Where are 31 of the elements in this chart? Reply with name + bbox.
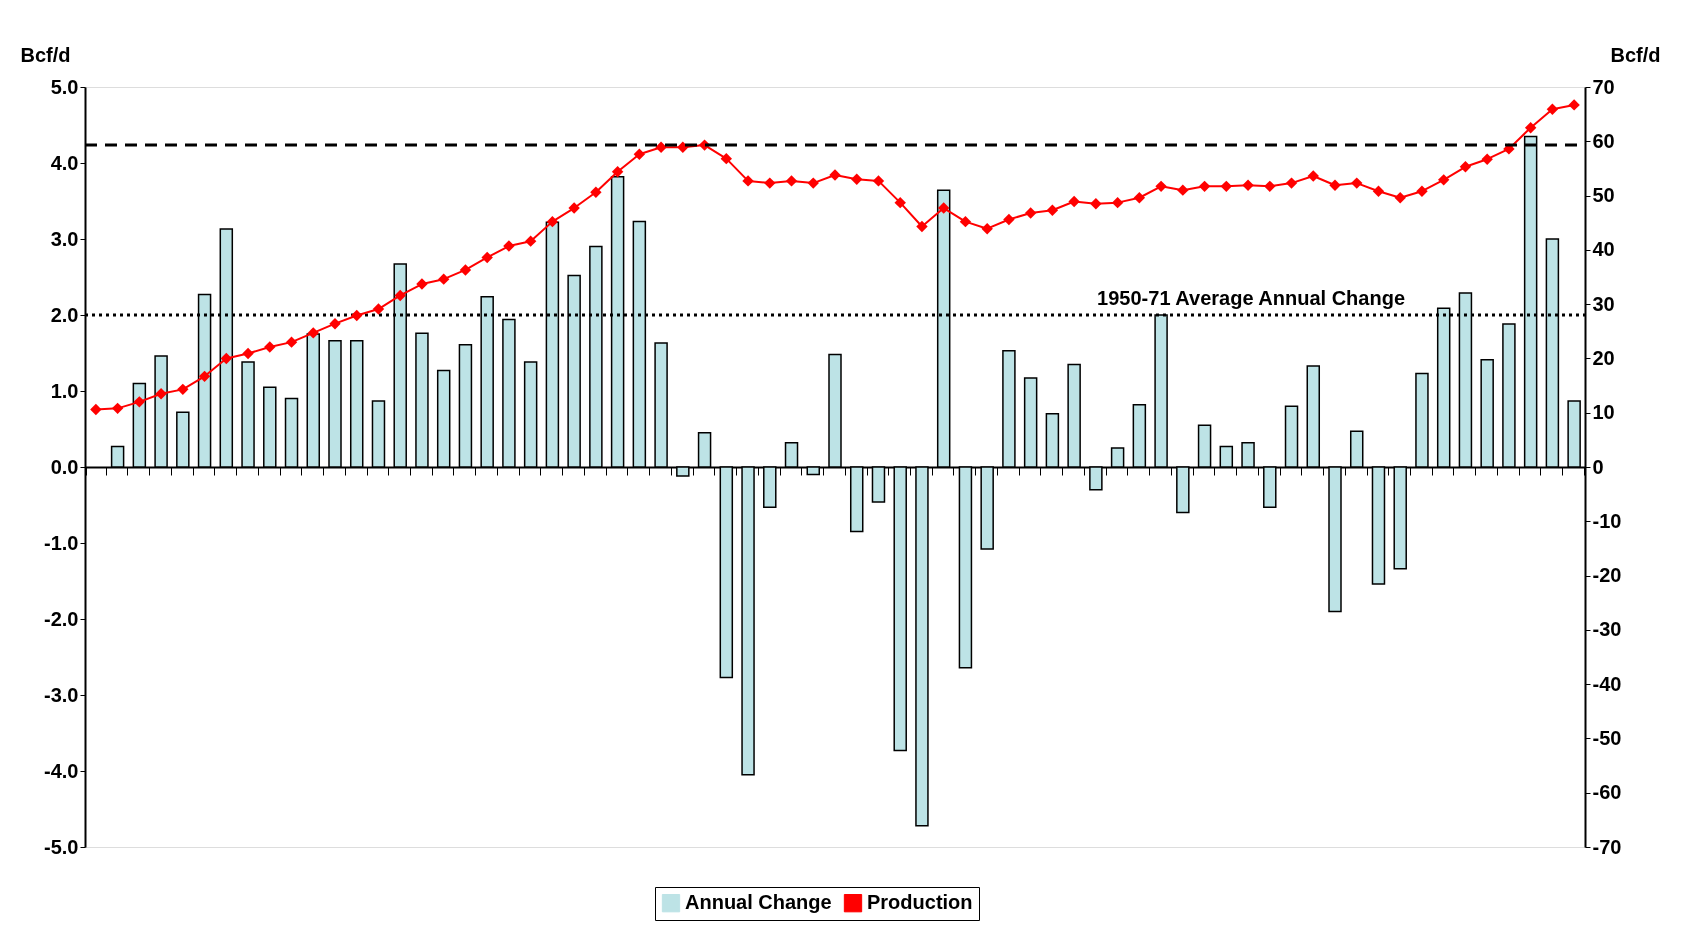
y2-tick-label: 10 — [1592, 401, 1615, 424]
y2-tick-label: -50 — [1592, 726, 1622, 749]
y2-tick-label: 50 — [1592, 184, 1615, 207]
y-tick-label: -4.0 — [44, 759, 79, 782]
y2-tick-label: 70 — [1592, 75, 1615, 98]
y-tick-label: 5.0 — [50, 75, 79, 98]
y-tick-label: -1.0 — [44, 531, 79, 554]
y2-tick-label: 20 — [1592, 346, 1615, 369]
y-tick-label: 4.0 — [50, 151, 79, 174]
y2-tick-label: 40 — [1592, 238, 1615, 261]
y-axis-title: Bcf/d — [20, 43, 71, 66]
y2-tick-label: -20 — [1592, 564, 1622, 587]
y2-tick-label: -40 — [1592, 672, 1622, 695]
ref-line-label: 1950-71 Average Annual Change — [1097, 287, 1405, 309]
legend-label: Annual Change — [685, 891, 832, 914]
y-tick-label: 0.0 — [50, 455, 79, 478]
y-tick-label: -5.0 — [44, 835, 79, 858]
y-tick-label: -3.0 — [44, 683, 79, 706]
y2-tick-label: -30 — [1592, 618, 1622, 641]
y2-tick-label: -70 — [1592, 835, 1622, 858]
y-tick-label: 3.0 — [50, 227, 79, 250]
y2-tick-label: 0 — [1592, 455, 1604, 478]
y-tick-label: 2.0 — [50, 303, 79, 326]
y-tick-label: -2.0 — [44, 607, 79, 630]
y2-tick-label: 60 — [1592, 129, 1615, 152]
y-tick-label: 1.0 — [50, 379, 79, 402]
y2-tick-label: -60 — [1592, 781, 1622, 804]
legend-label: Production — [867, 891, 973, 914]
y2-tick-label: 30 — [1592, 292, 1615, 315]
y2-axis-title: Bcf/d — [1610, 43, 1661, 66]
y2-tick-label: -10 — [1592, 509, 1622, 532]
